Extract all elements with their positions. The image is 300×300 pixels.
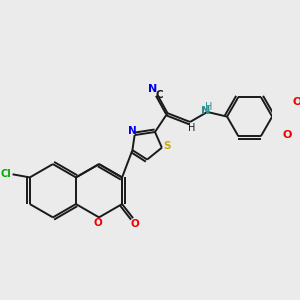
Text: N: N (201, 106, 210, 116)
Text: O: O (93, 218, 102, 228)
Text: O: O (293, 97, 300, 107)
Text: H: H (188, 123, 195, 133)
Text: Cl: Cl (0, 169, 11, 179)
Text: H: H (205, 102, 213, 112)
Text: O: O (283, 130, 292, 140)
Text: N: N (128, 126, 137, 136)
Text: C: C (155, 90, 163, 100)
Text: N: N (148, 84, 158, 94)
Text: S: S (163, 141, 171, 151)
Text: O: O (130, 219, 139, 229)
